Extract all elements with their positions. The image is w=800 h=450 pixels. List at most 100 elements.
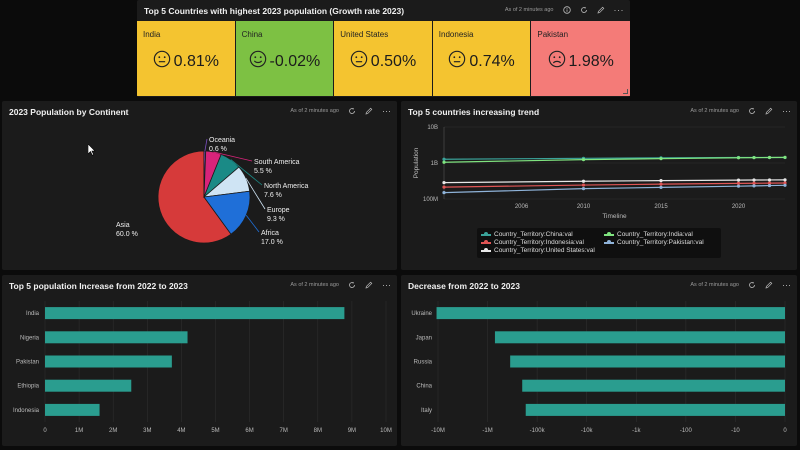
mouse-cursor-icon (87, 143, 96, 161)
inc-xtick-label: 8M (314, 428, 322, 434)
refresh-icon[interactable] (348, 107, 356, 115)
trend-point-china (442, 157, 446, 161)
dec-xtick-label: -100 (680, 428, 693, 434)
inc-category-label: Ethiopia (17, 384, 39, 390)
more-icon[interactable]: ··· (782, 280, 791, 290)
increase-panel-toolbar: As of 2 minutes ago ··· (290, 280, 391, 290)
trend-point-indonesia (581, 183, 586, 187)
legend-item-pakistan[interactable]: Country_Territory:Pakistan:val (604, 239, 704, 246)
trend-point-india (442, 160, 446, 164)
kpi-tile-name: Indonesia (438, 30, 474, 39)
trend-line-chart[interactable]: 10B 1B 100M 2006 2010 2015 2020 Timeline Populat… (401, 101, 797, 270)
pie-pct-asia: 60.0 % (116, 231, 138, 238)
increase-bar-chart[interactable]: 0 1M 2M 3M 4M 5M 6M 7M 8M 9M 10M India Nigeria Pakist… (2, 275, 397, 446)
edit-icon[interactable] (765, 107, 773, 115)
kpi-tile-india[interactable]: India 0.81% (137, 21, 236, 96)
pie-label-asia: Asia (116, 222, 130, 229)
kpi-tile-united-states[interactable]: United States 0.50% (334, 21, 433, 96)
inc-xtick-label: 1M (75, 428, 83, 434)
decrease-panel-title: Decrease from 2022 to 2023 (408, 281, 520, 291)
kpi-tile-value: 1.98% (568, 52, 614, 70)
sad-face-icon (548, 50, 566, 73)
more-icon[interactable]: ··· (382, 106, 391, 116)
updated-text: As of 2 minutes ago (690, 108, 739, 114)
kpi-tile-pakistan[interactable]: Pakistan 1.98% (531, 21, 630, 96)
pie-leader-oceania (204, 138, 208, 152)
legend-label: Country_Territory:United States:val (494, 247, 595, 254)
legend-item-india[interactable]: Country_Territory:India:val (604, 231, 693, 238)
info-icon[interactable] (562, 6, 571, 14)
trend-point-indonesia (442, 185, 446, 189)
kpi-panel-toolbar: As of 2 minutes ago ··· (505, 5, 624, 15)
dec-xtick-label: -100k (530, 428, 546, 434)
legend-item-united-states[interactable]: Country_Territory:United States:val (481, 247, 595, 254)
kpi-tile-name: China (241, 30, 263, 39)
pie-panel-title: 2023 Population by Continent (9, 107, 129, 117)
refresh-icon[interactable] (580, 6, 588, 14)
pie-slice-africa (203, 190, 251, 235)
kpi-tile-name: Pakistan (537, 30, 569, 39)
pie-panel-toolbar: As of 2 minutes ago ··· (290, 106, 391, 116)
trend-point-indonesia (659, 182, 663, 186)
pie-panel: 2023 Population by Continent As of 2 min… (2, 101, 397, 270)
trend-x-axis-title: Timeline (602, 213, 627, 220)
pie-chart[interactable]: Asia 60.0 % Oceania 0.6 % South America 5.5 %… (2, 101, 397, 270)
edit-icon[interactable] (365, 107, 373, 115)
increase-panel: Top 5 population Increase from 2022 to 2… (2, 275, 397, 446)
trend-point-india (659, 157, 663, 161)
legend-item-indonesia[interactable]: Country_Territory:Indonesia:val (481, 239, 584, 246)
inc-xtick-label: 0 (43, 428, 47, 434)
updated-text: As of 2 minutes ago (504, 7, 554, 13)
happy-face-icon (249, 50, 267, 73)
more-icon[interactable]: ··· (613, 5, 624, 15)
kpi-tile-name: India (143, 30, 161, 39)
trend-xtick-label: 2015 (654, 204, 668, 210)
dec-bar-japan (494, 331, 785, 344)
updated-text: As of 2 minutes ago (290, 108, 339, 114)
refresh-icon[interactable] (348, 281, 356, 289)
pie-leader-africa (245, 215, 260, 233)
pie-label-oceania: Oceania (209, 137, 235, 144)
neutral-face-icon (350, 50, 368, 73)
more-icon[interactable]: ··· (382, 280, 391, 290)
trend-point-indonesia (736, 181, 741, 185)
pie-pct-north-america: 7.6 % (264, 192, 282, 199)
kpi-panel-title: Top 5 Countries with highest 2023 popula… (144, 6, 405, 16)
resize-handle-icon[interactable] (622, 89, 628, 94)
edit-icon[interactable] (365, 281, 373, 289)
pie-pct-africa: 17.0 % (261, 239, 283, 246)
trend-point-pakistan (752, 184, 756, 188)
kpi-tile-indonesia[interactable]: Indonesia 0.74% (432, 21, 532, 96)
kpi-tile-china[interactable]: China -0.02% (235, 21, 335, 96)
refresh-icon[interactable] (748, 281, 756, 289)
trend-point-united-states (783, 178, 787, 182)
trend-point-india (581, 158, 586, 162)
trend-point-united-states (767, 178, 772, 182)
inc-bar-nigeria (45, 331, 188, 344)
inc-xtick-label: 2M (109, 428, 117, 434)
legend-item-china[interactable]: Country_Territory:China:val (481, 231, 573, 238)
legend-label: Country_Territory:Pakistan:val (617, 239, 704, 246)
updated-text: As of 2 minutes ago (290, 282, 339, 288)
trend-point-indonesia (767, 181, 772, 185)
dec-xtick-label: -1k (632, 428, 641, 434)
trend-point-india (736, 156, 741, 160)
inc-xtick-label: 10M (380, 428, 392, 434)
pie-leader-north-america (230, 159, 263, 186)
trend-point-united-states (442, 181, 446, 185)
neutral-face-icon (153, 50, 171, 73)
refresh-icon[interactable] (748, 107, 756, 115)
more-icon[interactable]: ··· (782, 106, 791, 116)
edit-icon[interactable] (597, 6, 605, 14)
inc-xtick-label: 5M (211, 428, 219, 434)
dec-xtick-label: -10 (731, 428, 740, 434)
edit-icon[interactable] (765, 281, 773, 289)
kpi-tile-value: 0.50% (370, 52, 417, 70)
decrease-bar-chart[interactable]: -10M -1M -100k -10k -1k -100 -10 0UkraineJapanR… (401, 275, 797, 446)
pie-pct-south-america: 5.5 % (254, 168, 272, 175)
trend-point-indonesia (752, 181, 756, 185)
inc-xtick-label: 7M (280, 428, 288, 434)
inc-bar-ethiopia (45, 379, 132, 392)
inc-category-label: Nigeria (20, 335, 40, 341)
legend-label: Country_Territory:Indonesia:val (494, 239, 584, 246)
